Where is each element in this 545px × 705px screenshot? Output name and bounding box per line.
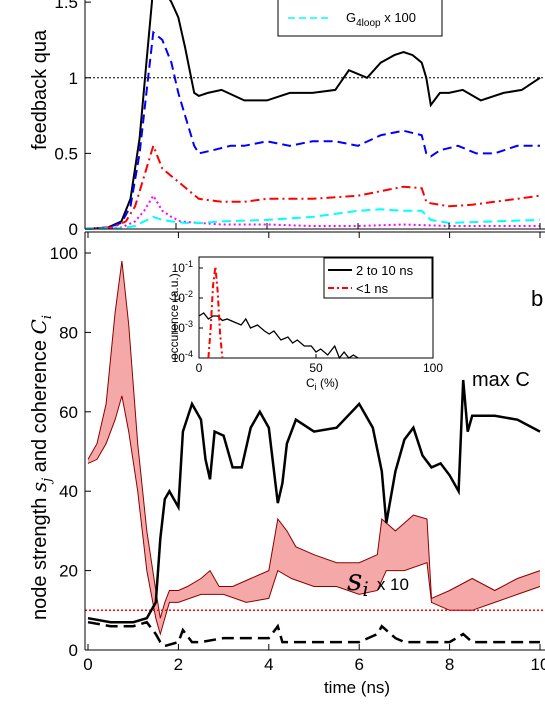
top-y-tick-label: 1 xyxy=(69,69,78,88)
bottom-panel: 0 20 40 60 80 100 0 2 4 6 8 10 time (ns) node stre… xyxy=(27,231,545,697)
top-y-tick-label: 0.5 xyxy=(54,144,78,163)
inset-y-tick-label: 10-2 xyxy=(172,289,193,305)
inset-y-tick-label: 10-3 xyxy=(172,319,193,335)
bottom-y-ticks: 0 20 40 60 80 100 xyxy=(50,244,91,660)
bottom-x-tick-label: 10 xyxy=(531,655,545,674)
min-c-line xyxy=(87,620,540,648)
top-legend: G4loop x 100 xyxy=(277,0,443,37)
inset-y-tick-label: 10-4 xyxy=(172,349,193,365)
top-legend-label-g4loop: G4loop x 100 xyxy=(346,10,416,29)
inset-x-tick-label: 100 xyxy=(423,361,443,375)
top-y-tick-label: 1.5 xyxy=(54,0,78,12)
bottom-x-tick-label: 4 xyxy=(264,655,273,674)
inset-legend-box xyxy=(323,257,433,299)
inset-series-group xyxy=(198,266,359,360)
inset-y-axis-title: occurence (a.u.) xyxy=(167,273,181,360)
inset-legend-label-2to10: 2 to 10 ns xyxy=(356,263,414,278)
top-series-line-4 xyxy=(84,208,541,230)
top-series-group xyxy=(84,0,541,230)
top-x-ticks xyxy=(84,223,541,229)
node-strength-upper-line xyxy=(87,260,541,619)
x-axis-title: time (ns) xyxy=(324,678,390,697)
inset-x-tick-label: 50 xyxy=(309,361,323,375)
node-strength-lower-line xyxy=(87,395,541,636)
inset-series-lt1 xyxy=(207,266,224,359)
bottom-x-tick-label: 0 xyxy=(83,655,92,674)
top-series-line-3 xyxy=(84,193,540,230)
bottom-y-axis-title: node strength sj and coherence Ci xyxy=(27,315,55,620)
inset-y-ticks: 10-1 10-2 10-3 10-4 xyxy=(172,259,203,365)
node-strength-band xyxy=(87,260,541,636)
bottom-x-tick-label: 6 xyxy=(354,655,363,674)
inset-x-ticks: 0 50 100 xyxy=(196,354,443,375)
max-c-line xyxy=(87,379,541,624)
top-series-line-0 xyxy=(84,0,541,230)
bottom-y-tick-label: 0 xyxy=(69,641,78,660)
inset-x-axis-title: Ci (%) xyxy=(306,376,339,392)
bottom-y-tick-label: 100 xyxy=(50,244,78,263)
inset-legend: 2 to 10 ns <1 ns xyxy=(323,257,433,299)
panel-label-b: b xyxy=(531,286,543,311)
inset-x-tick-label: 0 xyxy=(196,361,203,375)
bottom-x-tick-label: 2 xyxy=(174,655,183,674)
top-y-ticks: 0 0.5 1 1.5 xyxy=(54,0,91,239)
top-series-line-1 xyxy=(84,30,540,230)
annotation-si: si x 10 xyxy=(347,563,409,601)
inset-series-2to10 xyxy=(198,312,359,360)
bottom-y-tick-label: 20 xyxy=(59,562,78,581)
bottom-y-tick-label: 60 xyxy=(59,403,78,422)
top-series-line-2 xyxy=(84,142,541,230)
inset-y-tick-label: 10-1 xyxy=(172,259,193,275)
bottom-y-tick-label: 80 xyxy=(59,323,78,342)
inset-chart: 10-1 10-2 10-3 10-4 0 50 100 occurence (a.u.)… xyxy=(167,256,443,392)
bottom-x-ticks: 0 2 4 6 8 10 xyxy=(83,232,545,674)
annotation-max-c: max C xyxy=(472,369,530,391)
node-strength-band-area xyxy=(88,260,540,635)
top-y-axis-title: feedback qua xyxy=(29,29,51,150)
bottom-x-tick-label: 8 xyxy=(445,655,454,674)
top-panel: 0 0.5 1 1.5 feedback qua G4loop x 100 xyxy=(29,0,545,239)
bottom-series-group xyxy=(87,379,541,648)
top-y-tick-label: 0 xyxy=(69,220,78,239)
bottom-y-tick-label: 40 xyxy=(59,482,78,501)
inset-legend-label-lt1: <1 ns xyxy=(356,281,389,296)
